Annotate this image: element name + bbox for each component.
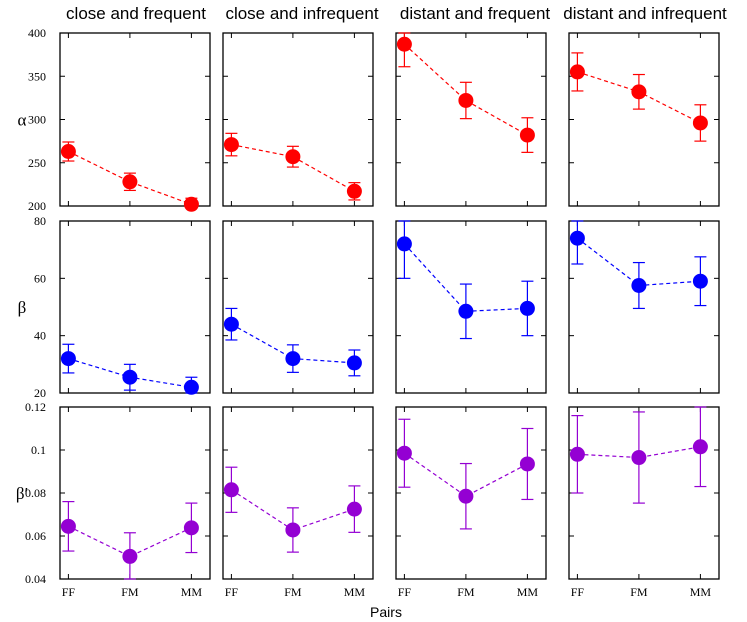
x-tick-label: FM [121,585,139,599]
data-point [60,518,76,534]
x-axis-label: Pairs [370,604,402,620]
data-point [183,379,199,395]
data-point [183,520,199,536]
series-line [404,452,528,497]
y-tick-label: 40 [34,329,46,343]
y-tick-label: 20 [34,386,46,400]
x-tick-label: FF [225,585,239,599]
y-tick-label: 350 [28,69,46,83]
panel-frame [222,220,374,394]
y-tick-label: 80 [34,214,46,228]
data-point [569,64,585,80]
data-point [346,501,362,517]
x-tick-label: MM [181,585,203,599]
data-point [569,230,585,246]
column-title: close and infrequent [225,4,378,23]
x-tick-label: FM [630,585,648,599]
panel-frame [395,220,547,394]
column-title: close and frequent [66,4,206,23]
y-tick-label: 0.1 [31,443,46,457]
x-tick-label: FF [62,585,76,599]
data-point [122,174,138,190]
y-tick-label: 200 [28,199,46,213]
series-line [68,150,192,205]
y-tick-label: 400 [28,26,46,40]
x-tick-label: MM [690,585,712,599]
data-point [692,115,708,131]
data-point [396,36,412,52]
y-tick-label: 250 [28,156,46,170]
data-point [396,445,412,461]
data-point [285,149,301,165]
data-point [396,236,412,252]
x-tick-label: MM [344,585,366,599]
x-tick-label: FF [571,585,585,599]
data-point [285,351,301,367]
data-point [346,183,362,199]
data-point [519,456,535,472]
data-point [458,303,474,319]
data-point [60,144,76,160]
panel-frame [59,220,211,394]
y-tick-label: 60 [34,271,46,285]
data-point [519,300,535,316]
data-point [223,482,239,498]
y-tick-label: 300 [28,113,46,127]
column-title: distant and infrequent [563,4,727,23]
x-tick-label: FM [457,585,475,599]
data-point [122,369,138,385]
data-point [569,446,585,462]
data-point [346,355,362,371]
data-point [519,127,535,143]
row-label: β′ [16,484,28,503]
data-point [692,439,708,455]
y-tick-label: 0.04 [25,572,46,586]
data-point [631,84,647,100]
panel-frame [568,220,720,394]
data-point [458,92,474,108]
column-title: distant and frequent [400,4,551,23]
data-point [122,548,138,564]
row-label: β [18,298,27,317]
panel-frame [222,32,374,207]
series-line [68,525,192,558]
data-point [631,450,647,466]
data-point [692,273,708,289]
y-tick-label: 0.08 [25,486,46,500]
y-tick-label: 0.12 [25,400,46,414]
data-point [631,278,647,293]
x-tick-label: MM [517,585,539,599]
data-point [60,351,76,367]
data-point [458,488,474,504]
panel-frame [568,406,720,580]
y-tick-label: 0.06 [25,529,46,543]
panel-frame [395,32,547,207]
data-point [223,316,239,332]
data-point [285,522,301,538]
x-tick-label: FF [398,585,412,599]
data-point [223,137,239,153]
data-point [183,196,199,212]
x-tick-label: FM [284,585,302,599]
row-label: α [18,111,27,130]
panel-frame [222,406,374,580]
